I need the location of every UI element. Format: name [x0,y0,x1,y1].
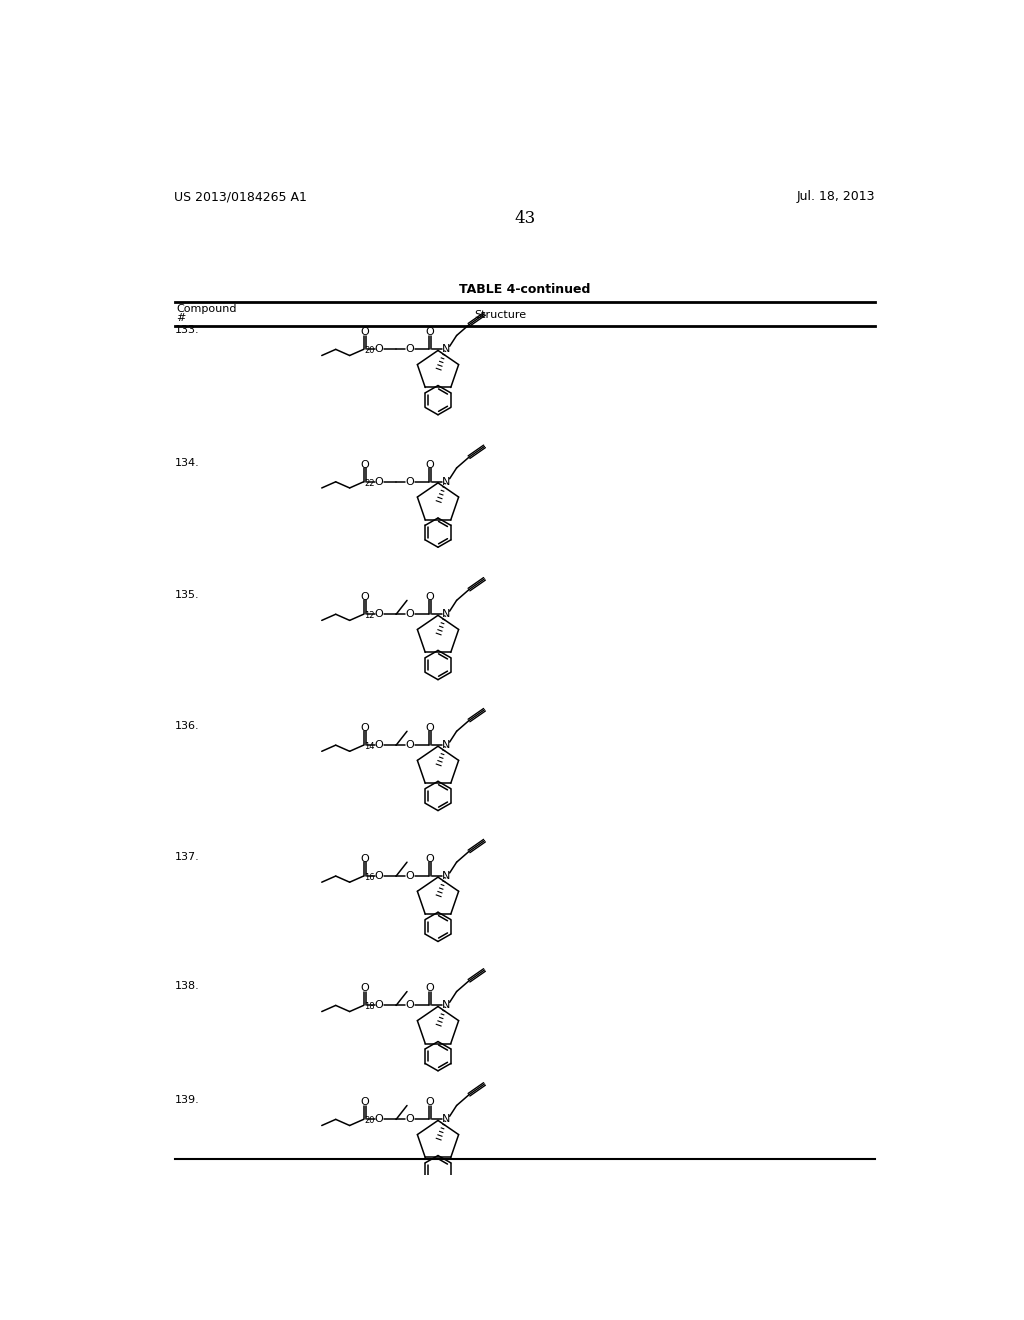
Text: O: O [375,345,383,354]
Text: N: N [441,871,450,880]
Text: O: O [360,723,369,733]
Text: N: N [441,1001,450,1010]
Text: 18: 18 [365,1002,375,1011]
Text: 139.: 139. [174,1096,200,1105]
Text: Jul. 18, 2013: Jul. 18, 2013 [797,190,876,203]
Text: O: O [425,983,434,994]
Text: 134.: 134. [174,458,200,467]
Text: O: O [406,610,415,619]
Text: O: O [425,723,434,733]
Text: O: O [360,593,369,602]
Text: 43: 43 [514,210,536,227]
Text: O: O [375,1001,383,1010]
Text: 22: 22 [365,479,375,488]
Text: O: O [375,477,383,487]
Text: O: O [406,1001,415,1010]
Text: O: O [425,459,434,470]
Text: O: O [425,593,434,602]
Text: O: O [406,1114,415,1125]
Text: N: N [441,477,450,487]
Text: O: O [425,1097,434,1107]
Text: 136.: 136. [174,721,199,731]
Text: O: O [406,477,415,487]
Text: N: N [441,610,450,619]
Text: Compound: Compound [176,304,237,314]
Text: O: O [406,345,415,354]
Text: O: O [406,741,415,750]
Text: 20: 20 [365,346,375,355]
Text: 135.: 135. [174,590,199,601]
Text: 138.: 138. [174,981,200,991]
Text: O: O [360,1097,369,1107]
Text: US 2013/0184265 A1: US 2013/0184265 A1 [174,190,307,203]
Text: 133.: 133. [174,325,199,335]
Text: N: N [441,1114,450,1125]
Text: 16: 16 [365,873,375,882]
Text: Structure: Structure [474,310,526,321]
Text: 137.: 137. [174,851,200,862]
Text: O: O [375,871,383,880]
Text: O: O [375,610,383,619]
Text: O: O [425,854,434,865]
Text: 14: 14 [365,742,375,751]
Text: O: O [375,741,383,750]
Text: TABLE 4-continued: TABLE 4-continued [459,282,591,296]
Text: O: O [406,871,415,880]
Text: O: O [360,983,369,994]
Text: 12: 12 [365,611,375,620]
Text: N: N [441,345,450,354]
Text: O: O [360,854,369,865]
Text: O: O [360,327,369,338]
Text: #: # [176,313,185,323]
Text: 20: 20 [365,1117,375,1126]
Text: O: O [360,459,369,470]
Text: O: O [425,327,434,338]
Text: O: O [375,1114,383,1125]
Text: N: N [441,741,450,750]
